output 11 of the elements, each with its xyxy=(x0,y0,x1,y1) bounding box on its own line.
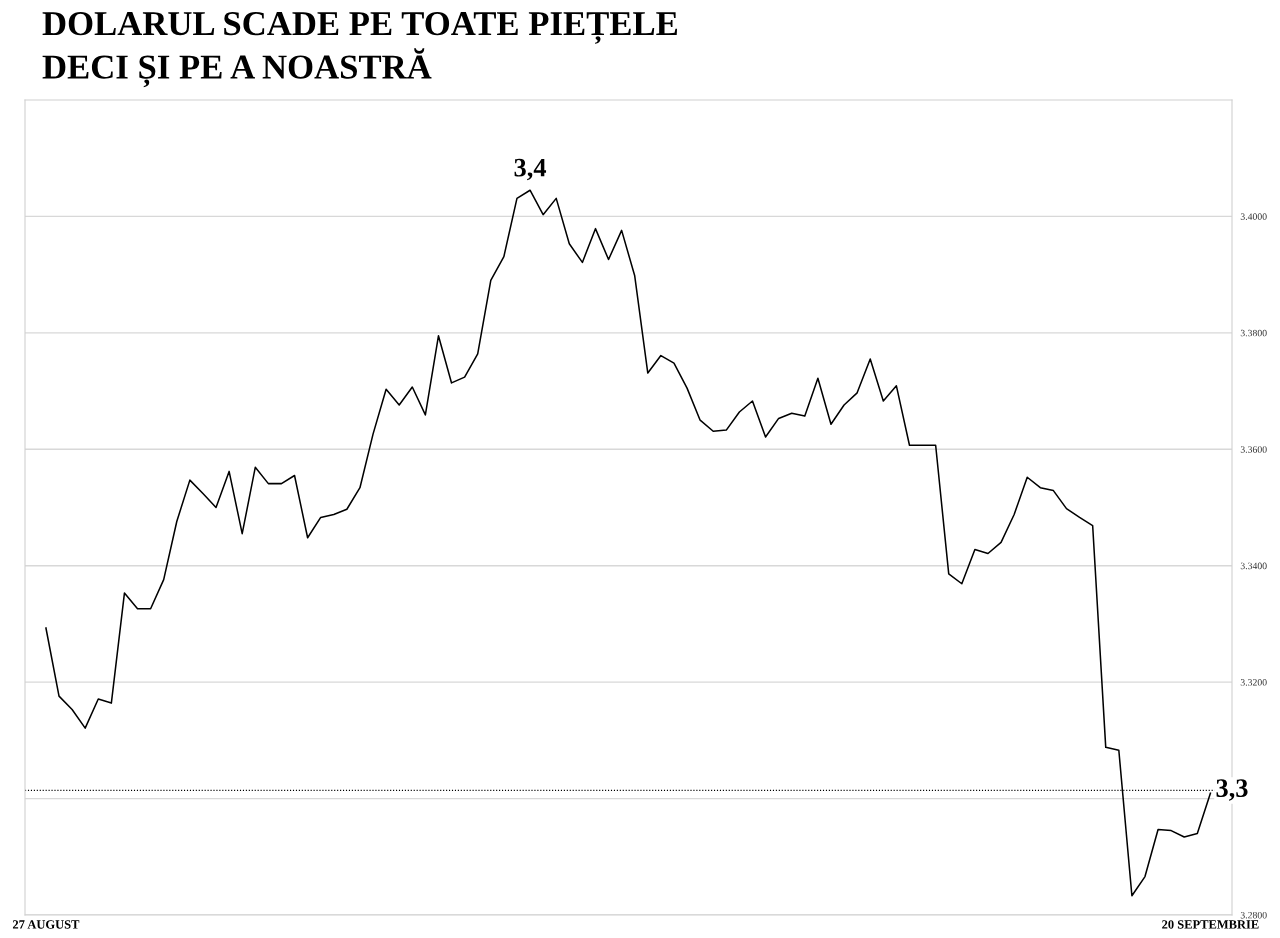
y-tick-label: 3.3600 xyxy=(1240,446,1267,453)
y-tick-label: 3.3400 xyxy=(1240,562,1267,570)
y-tick-label: 3.3800 xyxy=(1240,329,1267,337)
x-tick-label: 20 SEPTEMBRIE xyxy=(1162,920,1259,929)
y-tick-label: 3.2800 xyxy=(1240,911,1267,919)
y-tick-label: 3.3200 xyxy=(1240,679,1267,686)
x-tick-label: 27 AUGUST xyxy=(12,920,80,929)
ref-line-label: 3,3 xyxy=(1216,779,1248,801)
chart-title: DOLARUL SCADE PE TOATE PIEȚELE DECI ȘI PE A NOASTRĂ xyxy=(42,12,678,88)
y-tick-label: 3.4000 xyxy=(1240,213,1267,220)
annotation: 3,4 xyxy=(514,158,547,181)
